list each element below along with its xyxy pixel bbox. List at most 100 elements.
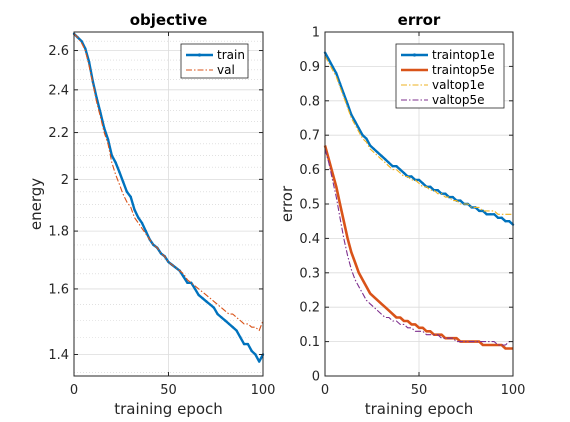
series-line-val <box>73 33 264 332</box>
series-point-traintop1e <box>459 199 462 202</box>
series-point-train <box>189 281 193 285</box>
series-point-train <box>235 329 238 332</box>
series-point-train <box>80 39 83 43</box>
series-point-traintop1e <box>402 171 406 175</box>
legend-label-valtop1e: valtop1e <box>432 78 484 92</box>
y-tick-label: 0.8 <box>299 94 320 109</box>
series-line-valtop5e <box>324 148 513 346</box>
x-tick-label: 0 <box>321 383 329 398</box>
error-xlabel: training epoch <box>365 400 474 418</box>
series-point-train <box>182 275 185 279</box>
legend-box <box>180 43 249 79</box>
y-tick-label: 1.8 <box>48 225 69 240</box>
series-point-train <box>242 342 246 346</box>
series-point-traintop1e <box>368 144 372 147</box>
error-axes: 0 0.1 0.2 0.3 0.4 0.5 0.6 0.7 0.8 0.9 1 0 50 100 erro… <box>278 11 525 418</box>
series-point-train <box>133 208 136 211</box>
objective-ticks: 1.4 1.6 1.8 2 2.2 2.4 2.6 0 50 100 <box>48 32 275 398</box>
series-point-train <box>118 170 121 174</box>
legend-label-traintop1e: traintop1e <box>432 48 495 62</box>
series-point-traintop1e <box>481 209 485 213</box>
series-point-traintop1e <box>346 103 349 106</box>
series-point-traintop1e <box>493 213 496 216</box>
series-point-train <box>250 349 253 353</box>
series-point-traintop1e <box>357 127 361 130</box>
series-point-train <box>216 312 219 316</box>
legend-label-train: train <box>217 48 245 62</box>
series-point-train <box>186 281 189 285</box>
series-point-train <box>193 287 197 291</box>
series-point-traintop1e <box>331 65 334 68</box>
series-point-traintop1e <box>387 161 391 164</box>
y-tick-label: 0.1 <box>299 335 320 350</box>
series-point-traintop1e <box>350 113 353 116</box>
series-point-traintop1e <box>504 220 507 223</box>
series-point-train <box>205 300 208 303</box>
series-point-train <box>239 336 242 339</box>
x-tick-label: 50 <box>411 383 428 398</box>
error-title: error <box>398 11 441 29</box>
series-point-traintop1e <box>421 182 424 185</box>
y-tick-label: 0 <box>312 370 320 385</box>
series-point-train <box>140 221 144 225</box>
series-point-train <box>106 138 110 141</box>
series-point-train <box>201 297 204 300</box>
series-point-traintop1e <box>451 195 455 199</box>
objective-ylabel: energy <box>27 178 45 230</box>
legend-marker-traintop1e <box>412 53 417 57</box>
series-point-traintop1e <box>391 164 394 168</box>
legend-label-val: val <box>217 63 235 77</box>
series-point-train <box>258 360 261 363</box>
error-ticks: 0 0.1 0.2 0.3 0.4 0.5 0.6 0.7 0.8 0.9 1 0 50 100 <box>299 26 525 399</box>
series-point-train <box>231 326 234 329</box>
y-tick-label: 2.4 <box>48 83 69 98</box>
error-series <box>323 51 515 350</box>
series-point-train <box>254 353 257 356</box>
series-point-train <box>125 190 129 193</box>
series-point-traintop1e <box>485 213 488 216</box>
series-line-valtop1e <box>324 55 513 215</box>
series-point-train <box>137 216 140 219</box>
error-ylabel: error <box>278 185 296 222</box>
series-point-traintop1e <box>508 220 511 223</box>
series-point-traintop1e <box>327 58 330 61</box>
y-tick-label: 2 <box>61 173 69 188</box>
objective-axes: 1.4 1.6 1.8 2 2.2 2.4 2.6 0 50 100 objective trai… <box>27 11 275 418</box>
y-tick-label: 1.6 <box>48 282 69 297</box>
series-point-traintop1e <box>383 158 387 161</box>
series-point-train <box>227 322 231 326</box>
series-point-traintop1e <box>395 164 398 168</box>
x-tick-label: 100 <box>501 383 526 398</box>
series-point-traintop1e <box>372 147 376 151</box>
series-point-train <box>129 195 132 199</box>
series-point-traintop1e <box>335 72 338 75</box>
x-tick-label: 50 <box>160 383 177 398</box>
series-point-train <box>212 306 216 309</box>
y-tick-label: 0.4 <box>299 232 320 247</box>
series-point-train <box>144 229 148 233</box>
objective-title: objective <box>130 11 208 29</box>
series-point-traintop1e <box>500 216 503 219</box>
series-point-traintop1e <box>477 209 481 213</box>
y-tick-label: 0.7 <box>299 129 320 144</box>
x-tick-label: 100 <box>251 383 276 398</box>
x-tick-label: 0 <box>70 383 78 398</box>
legend-label-valtop5e: valtop5e <box>432 93 484 107</box>
series-point-traintop1e <box>361 134 364 137</box>
series-point-train <box>110 154 114 157</box>
series-point-traintop1e <box>436 189 439 192</box>
series-point-traintop1e <box>353 120 357 123</box>
y-tick-label: 2.2 <box>48 126 69 141</box>
series-point-traintop1e <box>489 213 492 216</box>
series-point-traintop1e <box>496 216 500 219</box>
objective-series <box>72 32 265 363</box>
y-tick-label: 0.5 <box>299 198 320 213</box>
y-tick-label: 0.6 <box>299 163 320 178</box>
series-point-train <box>114 161 117 164</box>
series-point-train <box>224 319 227 322</box>
series-point-train <box>220 316 223 319</box>
legend-label-traintop5e: traintop5e <box>432 63 495 77</box>
